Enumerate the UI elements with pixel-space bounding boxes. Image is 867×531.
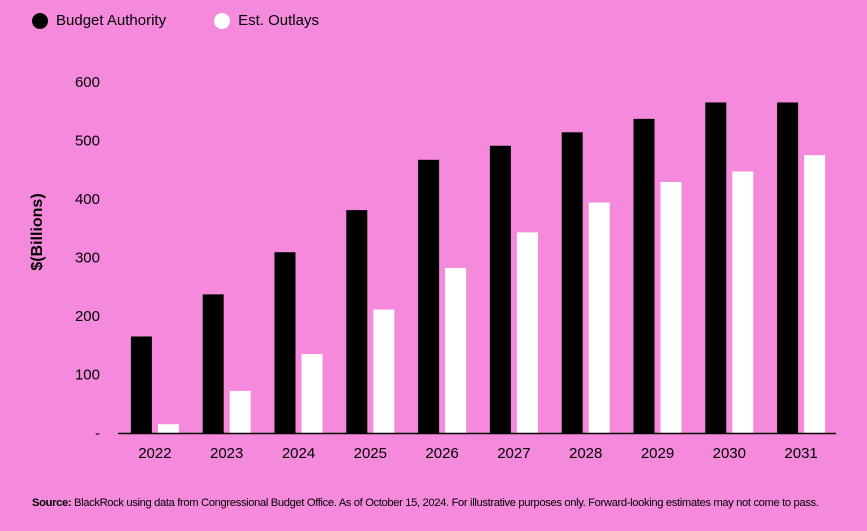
bar-budget-authority (489, 145, 511, 433)
chart-legend: Budget Authority Est. Outlays (32, 12, 367, 29)
x-tick-label: 2027 (497, 445, 530, 462)
x-tick-label: 2030 (713, 445, 746, 462)
bar-est-outlays (804, 155, 826, 433)
bar-budget-authority (274, 252, 296, 433)
x-tick-label: 2024 (282, 445, 315, 462)
bar-budget-authority (705, 102, 727, 433)
y-tick-label: 300 (75, 250, 100, 267)
bar-est-outlays (373, 309, 395, 433)
x-tick-label: 2022 (138, 445, 171, 462)
bar-est-outlays (445, 268, 467, 433)
x-tick-label: 2031 (784, 445, 817, 462)
legend-item-est-outlays: Est. Outlays (214, 12, 319, 29)
y-tick-label: - (95, 425, 100, 442)
y-tick-label: 400 (75, 191, 100, 208)
bar-budget-authority (202, 294, 224, 433)
source-text: BlackRock using data from Congressional … (71, 497, 819, 509)
x-tick-label: 2029 (641, 445, 674, 462)
y-tick-label: 100 (75, 367, 100, 384)
y-tick-label: 600 (75, 74, 100, 91)
bar-est-outlays (157, 424, 179, 433)
y-tick-label: 200 (75, 308, 100, 325)
bar-est-outlays (588, 202, 610, 433)
x-tick-label: 2028 (569, 445, 602, 462)
bar-budget-authority (130, 336, 152, 433)
legend-item-budget-authority: Budget Authority (32, 12, 166, 29)
legend-label-est-outlays: Est. Outlays (238, 12, 319, 29)
bar-budget-authority (561, 132, 583, 433)
bar-budget-authority (346, 210, 368, 433)
y-tick-label: 500 (75, 133, 100, 150)
bar-est-outlays (516, 232, 538, 433)
bar-est-outlays (660, 182, 682, 433)
legend-label-budget-authority: Budget Authority (56, 12, 167, 29)
legend-swatch-budget-authority (32, 12, 48, 29)
bar-est-outlays (301, 354, 323, 433)
x-tick-label: 2026 (425, 445, 458, 462)
bar-est-outlays (229, 390, 251, 433)
x-tick-label: 2025 (354, 445, 387, 462)
x-tick-label: 2023 (210, 445, 243, 462)
source-note: Source: BlackRock using data from Congre… (32, 497, 819, 509)
bar-budget-authority (633, 118, 655, 433)
bar-budget-authority (777, 102, 799, 433)
source-label: Source: (32, 497, 72, 509)
bar-est-outlays (732, 171, 754, 433)
legend-swatch-est-outlays (214, 12, 231, 29)
bar-budget-authority (418, 159, 440, 433)
